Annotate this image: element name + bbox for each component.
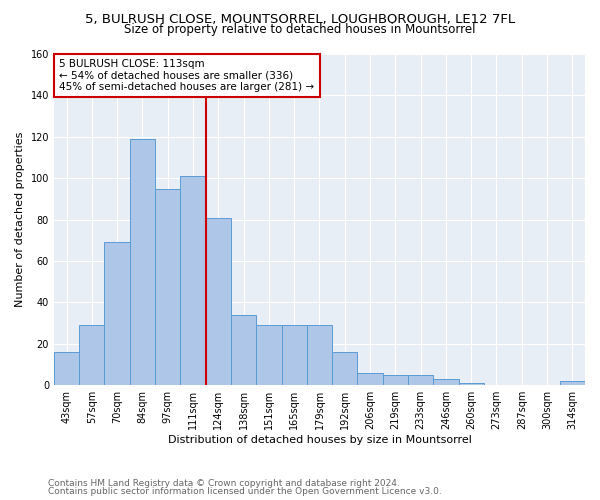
Text: Contains public sector information licensed under the Open Government Licence v3: Contains public sector information licen… bbox=[48, 487, 442, 496]
Text: Size of property relative to detached houses in Mountsorrel: Size of property relative to detached ho… bbox=[124, 24, 476, 36]
Bar bbox=[231, 315, 256, 385]
Bar bbox=[54, 352, 79, 385]
Bar bbox=[307, 325, 332, 385]
X-axis label: Distribution of detached houses by size in Mountsorrel: Distribution of detached houses by size … bbox=[167, 435, 472, 445]
Bar bbox=[332, 352, 358, 385]
Bar bbox=[458, 383, 484, 385]
Bar bbox=[383, 375, 408, 385]
Bar bbox=[79, 325, 104, 385]
Text: 5 BULRUSH CLOSE: 113sqm
← 54% of detached houses are smaller (336)
45% of semi-d: 5 BULRUSH CLOSE: 113sqm ← 54% of detache… bbox=[59, 59, 314, 92]
Bar bbox=[408, 375, 433, 385]
Bar bbox=[281, 325, 307, 385]
Bar bbox=[433, 379, 458, 385]
Bar bbox=[256, 325, 281, 385]
Bar bbox=[104, 242, 130, 385]
Bar bbox=[181, 176, 206, 385]
Bar bbox=[155, 188, 181, 385]
Bar bbox=[560, 381, 585, 385]
Bar bbox=[358, 373, 383, 385]
Bar bbox=[206, 218, 231, 385]
Bar bbox=[130, 139, 155, 385]
Text: Contains HM Land Registry data © Crown copyright and database right 2024.: Contains HM Land Registry data © Crown c… bbox=[48, 478, 400, 488]
Text: 5, BULRUSH CLOSE, MOUNTSORREL, LOUGHBOROUGH, LE12 7FL: 5, BULRUSH CLOSE, MOUNTSORREL, LOUGHBORO… bbox=[85, 12, 515, 26]
Y-axis label: Number of detached properties: Number of detached properties bbox=[15, 132, 25, 308]
